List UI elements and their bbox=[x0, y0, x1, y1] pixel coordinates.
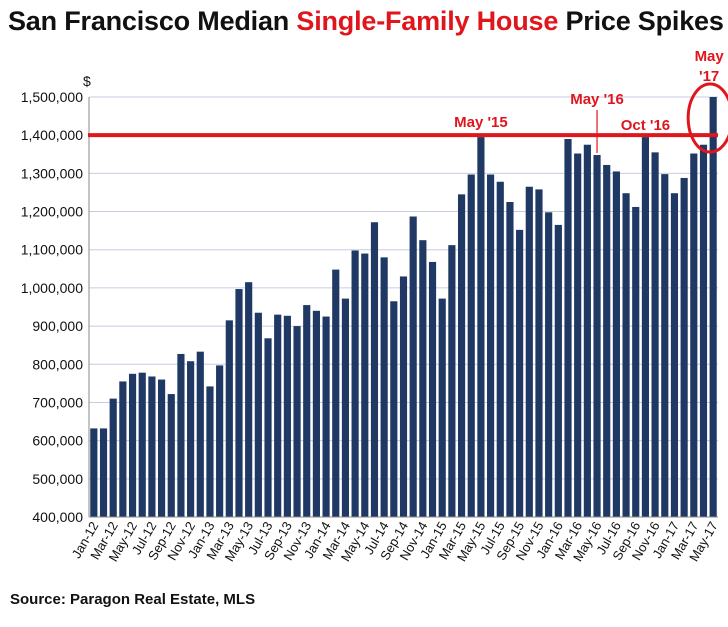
y-tick-label: 1,500,000 bbox=[21, 89, 83, 105]
bar bbox=[370, 222, 379, 517]
bar bbox=[216, 365, 224, 517]
annotation-label: '17 bbox=[699, 68, 719, 85]
bar bbox=[545, 212, 553, 518]
bar bbox=[187, 361, 195, 517]
bar bbox=[99, 428, 108, 517]
bar bbox=[274, 314, 282, 517]
bar bbox=[574, 153, 582, 517]
bar bbox=[554, 224, 562, 517]
source-note: Source: Paragon Real Estate, MLS bbox=[10, 591, 256, 608]
annotation-label: May '15 bbox=[454, 114, 508, 131]
bar bbox=[632, 206, 640, 518]
bar bbox=[709, 97, 717, 517]
chart-title-highlight: Single-Family House bbox=[296, 6, 559, 36]
bar bbox=[690, 153, 698, 517]
bar bbox=[264, 338, 272, 517]
bar bbox=[109, 398, 117, 517]
bar bbox=[457, 194, 466, 517]
bar bbox=[245, 282, 253, 517]
bar bbox=[525, 186, 533, 517]
y-tick-label: 400,000 bbox=[32, 509, 83, 525]
bar bbox=[332, 269, 340, 517]
y-tick-label: 1,100,000 bbox=[21, 242, 83, 258]
chart-title-prefix: San Francisco Median bbox=[8, 6, 297, 36]
y-tick-label: 500,000 bbox=[32, 471, 83, 487]
bar bbox=[399, 276, 408, 517]
bar bbox=[148, 376, 156, 517]
bar bbox=[419, 240, 427, 517]
bar bbox=[254, 312, 262, 517]
bar bbox=[157, 379, 166, 517]
bar bbox=[496, 181, 504, 517]
bar bbox=[593, 155, 601, 517]
y-tick-label: 1,400,000 bbox=[21, 127, 83, 143]
bar bbox=[90, 428, 98, 517]
chart-title: San Francisco Median Single-Family House… bbox=[8, 6, 724, 37]
bar bbox=[235, 289, 243, 517]
bar bbox=[516, 229, 524, 517]
bar bbox=[680, 177, 688, 518]
chart-title-suffix: Price Spikes bbox=[558, 6, 724, 36]
bar bbox=[351, 250, 359, 517]
bar bbox=[467, 174, 475, 517]
bar bbox=[428, 261, 437, 517]
bar bbox=[409, 216, 417, 517]
bar bbox=[438, 298, 446, 517]
bar bbox=[564, 139, 572, 517]
y-tick-label: 900,000 bbox=[32, 318, 83, 334]
bar bbox=[390, 301, 398, 517]
bar bbox=[293, 326, 301, 517]
annotation-label: May '16 bbox=[570, 91, 624, 108]
y-unit-label: $ bbox=[83, 73, 91, 89]
bar bbox=[477, 137, 485, 517]
bar bbox=[128, 373, 137, 517]
bar bbox=[119, 381, 127, 517]
bar bbox=[622, 193, 630, 517]
y-tick-label: 1,000,000 bbox=[21, 280, 83, 296]
bar bbox=[535, 189, 543, 517]
bar bbox=[341, 298, 350, 517]
bar bbox=[612, 171, 620, 518]
bar bbox=[603, 164, 611, 518]
bar bbox=[583, 144, 591, 517]
bar bbox=[641, 137, 650, 517]
highlight-circle bbox=[686, 82, 728, 154]
bar bbox=[506, 202, 514, 517]
bar bbox=[661, 174, 669, 518]
bar bbox=[487, 174, 495, 517]
bar bbox=[322, 316, 330, 517]
bar bbox=[138, 372, 146, 517]
bar bbox=[303, 305, 311, 517]
bar bbox=[167, 394, 175, 517]
bar bbox=[225, 320, 233, 517]
bar bbox=[206, 386, 214, 517]
annotation-label: May bbox=[695, 48, 725, 65]
y-tick-label: 800,000 bbox=[32, 356, 83, 372]
bar bbox=[699, 144, 708, 517]
bar bbox=[361, 253, 369, 517]
bar bbox=[312, 310, 320, 517]
bar bbox=[651, 152, 659, 517]
bar bbox=[670, 193, 679, 517]
bar bbox=[380, 257, 388, 517]
y-tick-label: 700,000 bbox=[32, 394, 83, 410]
bar bbox=[196, 351, 204, 517]
y-tick-label: 1,300,000 bbox=[21, 165, 83, 181]
y-tick-label: 1,200,000 bbox=[21, 204, 83, 220]
bar bbox=[448, 245, 456, 518]
bar bbox=[177, 353, 185, 517]
bar bbox=[283, 315, 291, 517]
annotation-label: Oct '16 bbox=[621, 117, 670, 134]
y-tick-label: 600,000 bbox=[32, 433, 83, 449]
